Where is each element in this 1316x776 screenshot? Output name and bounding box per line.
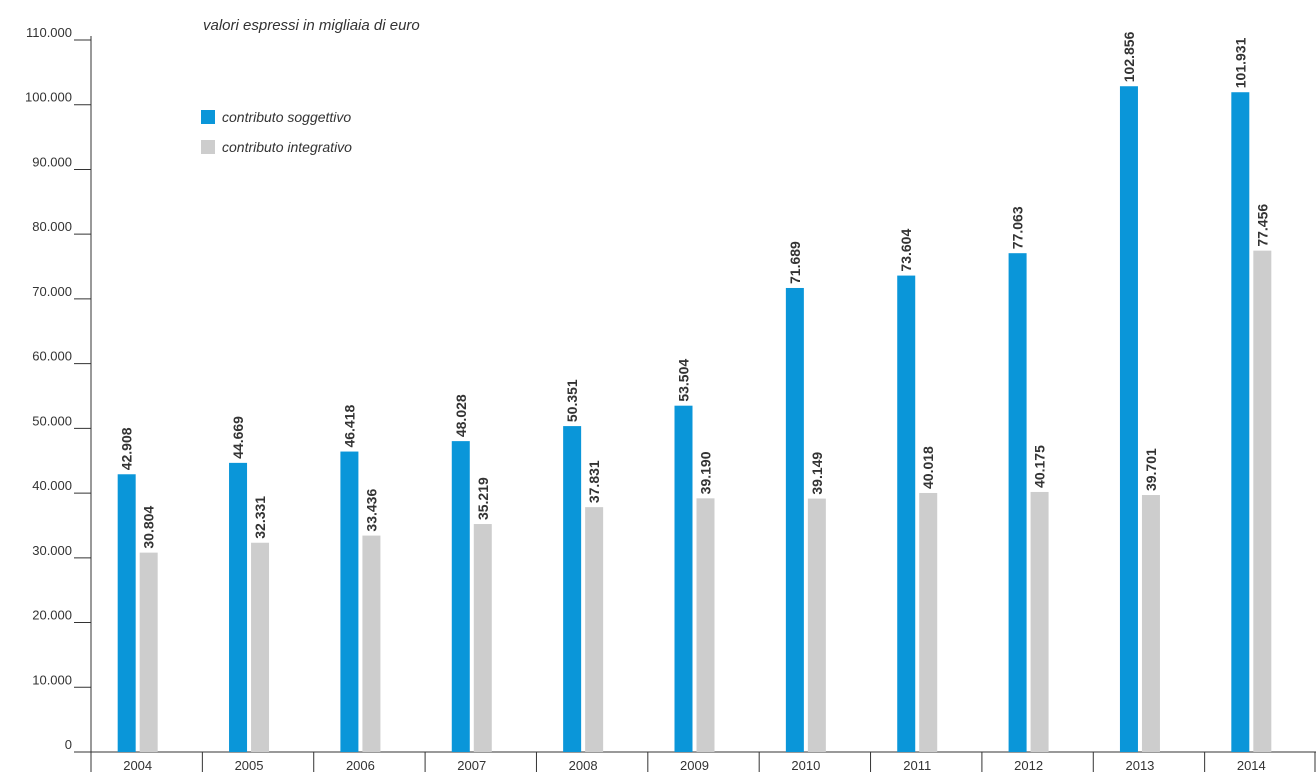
data-label-soggettivo: 71.689: [787, 241, 803, 284]
y-tick-label: 100.000: [25, 90, 72, 105]
bar-integrativo: [251, 542, 270, 752]
bar-soggettivo: [897, 275, 916, 752]
y-tick-label: 50.000: [32, 413, 72, 428]
y-tick-label: 0: [65, 737, 72, 752]
y-tick-label: 80.000: [32, 219, 72, 234]
y-tick-label: 40.000: [32, 478, 72, 493]
y-tick-label: 30.000: [32, 543, 72, 558]
data-label-integrativo: 30.804: [141, 506, 157, 549]
data-label-integrativo: 40.018: [920, 446, 936, 489]
bar-soggettivo: [785, 287, 804, 752]
bar-soggettivo: [674, 405, 693, 752]
data-label-integrativo: 37.831: [586, 460, 602, 503]
data-label-integrativo: 39.149: [809, 452, 825, 495]
data-label-soggettivo: 46.418: [341, 405, 357, 448]
x-tick-label: 2004: [123, 758, 152, 773]
legend-item-soggettivo: contributo soggettivo: [201, 102, 352, 132]
bar-soggettivo: [1231, 92, 1250, 752]
legend-label-soggettivo: contributo soggettivo: [222, 109, 352, 125]
bar-integrativo: [1141, 495, 1160, 752]
data-label-soggettivo: 77.063: [1010, 206, 1026, 249]
bar-integrativo: [807, 498, 826, 752]
x-tick-label: 2012: [1014, 758, 1043, 773]
y-tick-label: 10.000: [32, 672, 72, 687]
bar-integrativo: [473, 524, 492, 752]
data-label-soggettivo: 44.669: [230, 416, 246, 459]
bar-soggettivo: [229, 462, 248, 752]
data-label-integrativo: 35.219: [475, 477, 491, 520]
data-label-soggettivo: 53.504: [676, 359, 692, 402]
legend-label-integrativo: contributo integrativo: [222, 139, 352, 155]
data-label-soggettivo: 102.856: [1121, 31, 1137, 82]
bar-integrativo: [919, 492, 938, 752]
bar-soggettivo: [563, 426, 582, 752]
y-tick-label: 110.000: [26, 25, 72, 40]
y-tick-label: 70.000: [32, 284, 72, 299]
data-label-integrativo: 40.175: [1032, 445, 1048, 488]
chart-legend: contributo soggettivo contributo integra…: [201, 102, 352, 162]
data-label-integrativo: 33.436: [363, 489, 379, 532]
data-label-soggettivo: 101.931: [1232, 37, 1248, 88]
y-tick-label: 60.000: [32, 349, 72, 364]
x-tick-label: 2010: [791, 758, 820, 773]
bar-integrativo: [362, 535, 381, 752]
bar-integrativo: [1030, 491, 1049, 752]
x-tick-label: 2013: [1125, 758, 1154, 773]
data-label-soggettivo: 48.028: [453, 394, 469, 437]
bar-integrativo: [1253, 250, 1272, 752]
data-label-soggettivo: 73.604: [898, 229, 914, 272]
x-tick-label: 2011: [903, 758, 931, 773]
data-label-soggettivo: 42.908: [119, 427, 135, 470]
legend-swatch-soggettivo: [201, 110, 215, 124]
x-tick-label: 2009: [680, 758, 709, 773]
data-label-integrativo: 32.331: [252, 496, 268, 539]
bar-integrativo: [139, 552, 158, 752]
bar-soggettivo: [1008, 253, 1027, 753]
x-tick-label: 2014: [1237, 758, 1266, 773]
x-tick-label: 2008: [569, 758, 598, 773]
x-tick-label: 2005: [235, 758, 264, 773]
data-label-integrativo: 77.456: [1254, 204, 1270, 247]
data-label-integrativo: 39.701: [1143, 448, 1159, 491]
x-tick-label: 2007: [457, 758, 486, 773]
x-tick-label: 2006: [346, 758, 375, 773]
y-tick-label: 20.000: [32, 608, 72, 623]
bar-soggettivo: [117, 474, 136, 752]
bar-integrativo: [585, 507, 604, 752]
y-tick-label: 90.000: [32, 154, 72, 169]
bar-soggettivo: [451, 441, 470, 752]
chart-subtitle: valori espressi in migliaia di euro: [203, 17, 420, 34]
data-label-integrativo: 39.190: [698, 451, 714, 494]
data-label-soggettivo: 50.351: [564, 379, 580, 422]
bar-integrativo: [696, 498, 715, 752]
bar-soggettivo: [1119, 86, 1138, 753]
bar-soggettivo: [340, 451, 359, 752]
legend-swatch-integrativo: [201, 140, 215, 154]
legend-item-integrativo: contributo integrativo: [201, 132, 352, 162]
